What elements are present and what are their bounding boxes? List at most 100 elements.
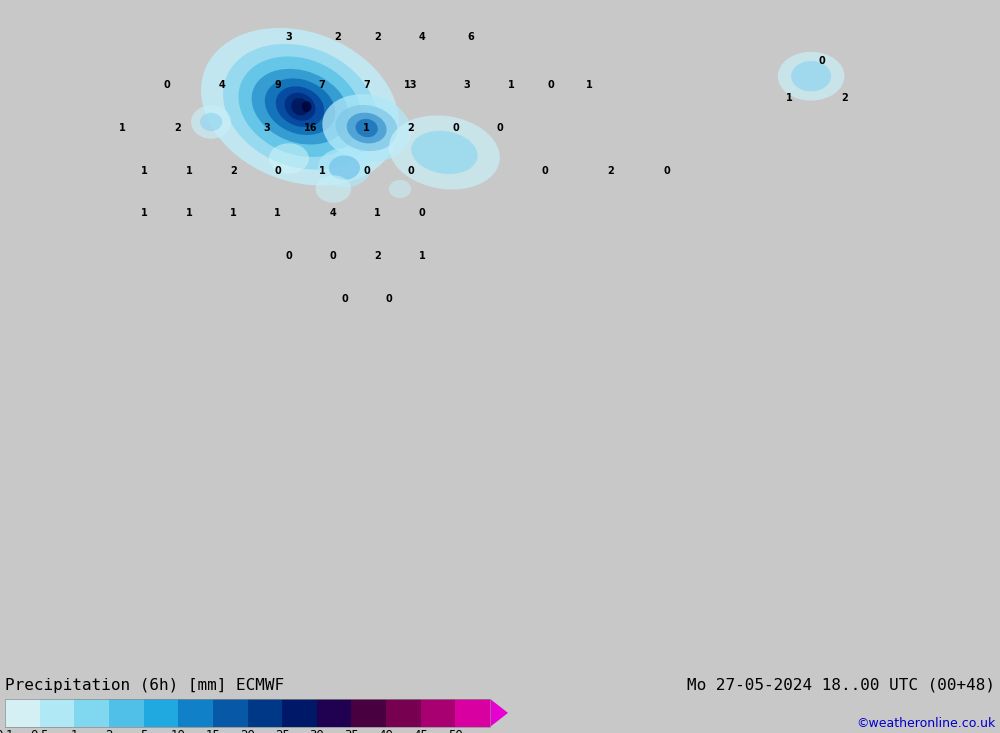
Text: Precipitation (6h) [mm] ECMWF: Precipitation (6h) [mm] ECMWF [5,678,284,693]
Bar [144,699,178,727]
Ellipse shape [201,28,399,185]
Text: 2: 2 [230,166,237,176]
Text: 0: 0 [452,123,459,133]
Text: 25: 25 [275,729,290,733]
Text: 1: 1 [363,123,370,133]
Text: 3: 3 [286,32,292,42]
Text: 0: 0 [548,81,554,90]
Text: 2: 2 [841,92,848,103]
Ellipse shape [191,105,231,139]
Text: 16: 16 [304,123,318,133]
Text: 1: 1 [186,208,192,218]
Ellipse shape [347,113,387,144]
Text: 7: 7 [319,81,326,90]
Text: 0: 0 [363,166,370,176]
Text: 0: 0 [341,294,348,303]
Ellipse shape [238,56,362,157]
Text: 20: 20 [240,729,255,733]
Ellipse shape [276,86,324,127]
Bar [248,699,282,727]
Ellipse shape [791,61,831,92]
Ellipse shape [316,175,351,203]
Text: 1: 1 [508,81,514,90]
Ellipse shape [285,92,315,121]
Ellipse shape [302,101,312,112]
Text: 0: 0 [163,81,170,90]
Ellipse shape [322,95,411,162]
Text: 0: 0 [541,166,548,176]
Bar [317,699,351,727]
Text: 2: 2 [374,32,381,42]
Text: 0: 0 [497,123,503,133]
Text: 4: 4 [219,81,226,90]
Ellipse shape [252,69,348,144]
Ellipse shape [269,143,309,174]
Text: 1: 1 [141,166,148,176]
Ellipse shape [291,98,309,115]
Text: 0.1: 0.1 [0,729,14,733]
Text: 10: 10 [171,729,186,733]
Text: 0: 0 [419,208,426,218]
Text: 2: 2 [105,729,113,733]
Text: 2: 2 [174,123,181,133]
Text: 13: 13 [404,81,418,90]
Text: 1: 1 [119,123,126,133]
Text: 0: 0 [386,294,392,303]
Text: 45: 45 [413,729,428,733]
Bar [40,699,74,727]
Text: 0: 0 [663,166,670,176]
Text: 0: 0 [408,166,414,176]
Text: 15: 15 [205,729,220,733]
Text: 1: 1 [274,208,281,218]
Ellipse shape [200,113,222,131]
Text: 2: 2 [408,123,414,133]
Bar [421,699,455,727]
Polygon shape [490,699,508,727]
Text: 1: 1 [186,166,192,176]
Text: 3: 3 [463,81,470,90]
Ellipse shape [356,119,378,137]
Text: 2: 2 [608,166,614,176]
Bar [455,699,490,727]
Ellipse shape [265,78,335,135]
Text: 1: 1 [141,208,148,218]
Bar [178,699,213,727]
Text: 1: 1 [319,166,326,176]
Text: Mo 27-05-2024 18..00 UTC (00+48): Mo 27-05-2024 18..00 UTC (00+48) [687,678,995,693]
Bar [74,699,109,727]
Bar [282,699,317,727]
Text: ©weatheronline.co.uk: ©weatheronline.co.uk [856,717,995,730]
Text: 50: 50 [448,729,463,733]
Ellipse shape [411,130,478,174]
Ellipse shape [223,44,377,169]
Text: 1: 1 [374,208,381,218]
Text: 0: 0 [274,166,281,176]
Text: 35: 35 [344,729,359,733]
Text: 0: 0 [819,56,826,66]
Text: 3: 3 [263,123,270,133]
Text: 0: 0 [330,251,337,261]
Text: 6: 6 [468,32,474,42]
Text: 1: 1 [786,92,792,103]
Bar [109,699,144,727]
Ellipse shape [336,105,398,151]
Ellipse shape [389,115,500,189]
Text: 5: 5 [140,729,147,733]
Ellipse shape [318,148,371,188]
Text: 4: 4 [419,32,426,42]
Text: 30: 30 [309,729,324,733]
Text: 4: 4 [330,208,337,218]
Text: 1: 1 [419,251,426,261]
Bar [213,699,248,727]
Text: 7: 7 [363,81,370,90]
Text: 1: 1 [586,81,592,90]
Bar [351,699,386,727]
Text: 1: 1 [230,208,237,218]
Text: 40: 40 [379,729,394,733]
Text: 9: 9 [274,81,281,90]
Bar [386,699,421,727]
Bar [5,699,490,727]
Ellipse shape [778,52,844,100]
Text: 0: 0 [286,251,292,261]
Ellipse shape [389,180,411,198]
